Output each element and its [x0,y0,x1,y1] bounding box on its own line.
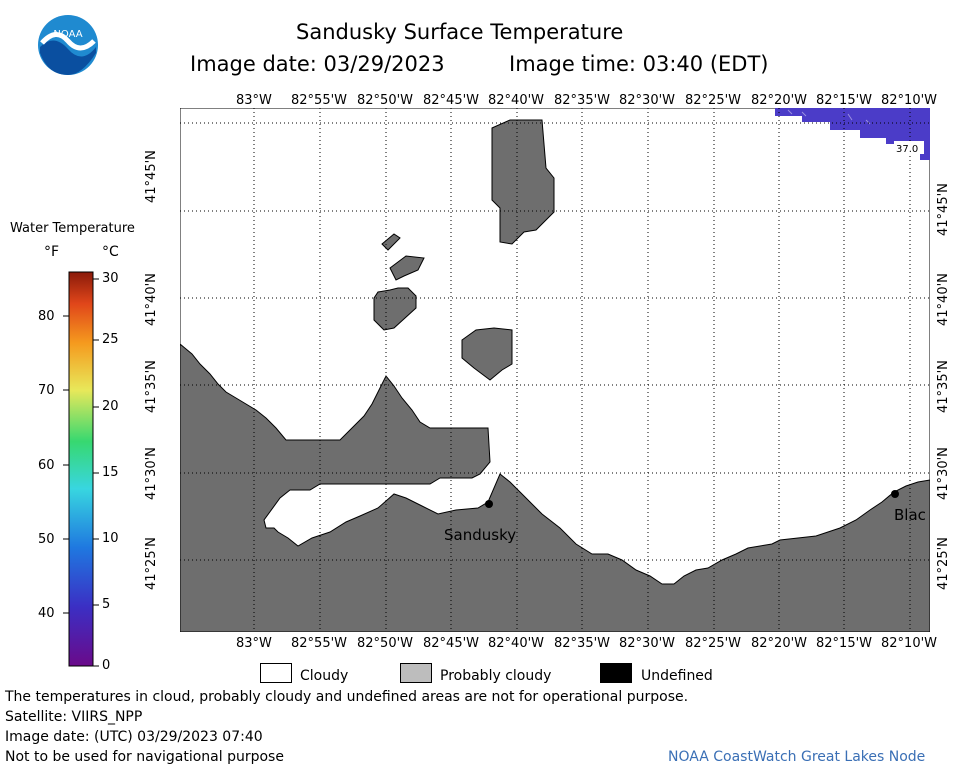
right-lat-4125: 41°25'N [936,537,951,590]
left-lat-4145: 41°45'N [144,150,159,203]
f-tick-50: 50 [38,532,55,547]
f-tick-60: 60 [38,458,55,473]
legend-probably-cloudy-label: Probably cloudy [440,668,552,684]
f-tick-80: 80 [38,309,55,324]
top-lon-8230: 82°30'W [619,93,676,108]
c-tick-5: 5 [102,597,111,612]
top-lon-8225: 82°25'W [685,93,742,108]
shore-land [180,343,930,632]
top-lon-8215: 82°15'W [816,93,873,108]
bottom-lon-8255: 82°55'W [291,636,348,651]
city-sandusky: Sandusky [444,526,516,544]
top-lon-8245: 82°45'W [423,93,480,108]
legend-cloudy-swatch [260,663,292,683]
top-lon-8220: 82°20'W [751,93,808,108]
left-lat-4135: 41°35'N [144,360,159,413]
right-lat-4130: 41°30'N [936,447,951,500]
right-lat-4140: 41°40'N [936,273,951,326]
unit-celsius: °C [102,244,119,260]
c-tick-30: 30 [102,271,119,286]
c-tick-15: 15 [102,465,119,480]
footer-satellite: Satellite: VIIRS_NPP [5,709,143,725]
black-river-marker [891,490,899,498]
top-lon-8210: 82°10'W [881,93,938,108]
top-lon-8250: 82°50'W [357,93,414,108]
bottom-lon-8210: 82°10'W [881,636,938,651]
f-tick-40: 40 [38,606,55,621]
top-lon-8235: 82°35'W [554,93,611,108]
legend-cloudy-label: Cloudy [300,668,349,684]
c-tick-20: 20 [102,399,119,414]
bottom-lon-8250: 82°50'W [357,636,414,651]
map-panel: 37.0 Sandusky Blac [180,108,930,632]
c-tick-10: 10 [102,531,119,546]
water-temp-label: 37.0 [896,144,918,155]
left-lat-4125: 41°25'N [144,537,159,590]
bottom-lon-8245: 82°45'W [423,636,480,651]
c-tick-25: 25 [102,332,119,347]
left-lat-4130: 41°30'N [144,447,159,500]
image-time: Image time: 03:40 (EDT) [509,52,769,76]
footer-utc-date: Image date: (UTC) 03/29/2023 07:40 [5,729,263,745]
footer-credit: NOAA CoastWatch Great Lakes Node [668,749,926,765]
bottom-lon-8240: 82°40'W [488,636,545,651]
bottom-lon-8235: 82°35'W [554,636,611,651]
unit-fahrenheit: °F [44,244,60,260]
image-date: Image date: 03/29/2023 [190,52,445,76]
island-kelleys [491,119,555,245]
right-lat-4145: 41°45'N [936,183,951,236]
bottom-lon-8220: 82°20'W [751,636,808,651]
noaa-logo: NOAA [38,15,98,75]
legend-probably-cloudy-swatch [400,663,432,683]
footer-navigation: Not to be used for navigational purpose [5,749,284,765]
bottom-lon-83: 83°W [236,636,272,651]
top-lon-8255: 82°55'W [291,93,348,108]
bottom-lon-8215: 82°15'W [816,636,873,651]
sandusky-marker [485,500,493,508]
city-black: Blac [894,506,926,524]
f-tick-70: 70 [38,383,55,398]
legend-undefined-label: Undefined [641,668,713,684]
top-lon-8240: 82°40'W [488,93,545,108]
footer-disclaimer: The temperatures in cloud, probably clou… [5,689,689,705]
noaa-logo-text: NOAA [53,29,82,40]
left-lat-4140: 41°40'N [144,273,159,326]
right-lat-4135: 41°35'N [936,360,951,413]
colorbar-title: Water Temperature [10,221,135,236]
island-south-bass [461,327,513,381]
top-lon-83: 83°W [236,93,272,108]
page-title: Sandusky Surface Temperature [296,20,624,44]
c-tick-0: 0 [102,658,111,673]
temperature-colorbar [63,271,99,667]
island-small-a [389,255,425,281]
legend-undefined-swatch [600,663,632,683]
cold-water-area [775,108,930,160]
bottom-lon-8230: 82°30'W [619,636,676,651]
bottom-lon-8225: 82°25'W [685,636,742,651]
